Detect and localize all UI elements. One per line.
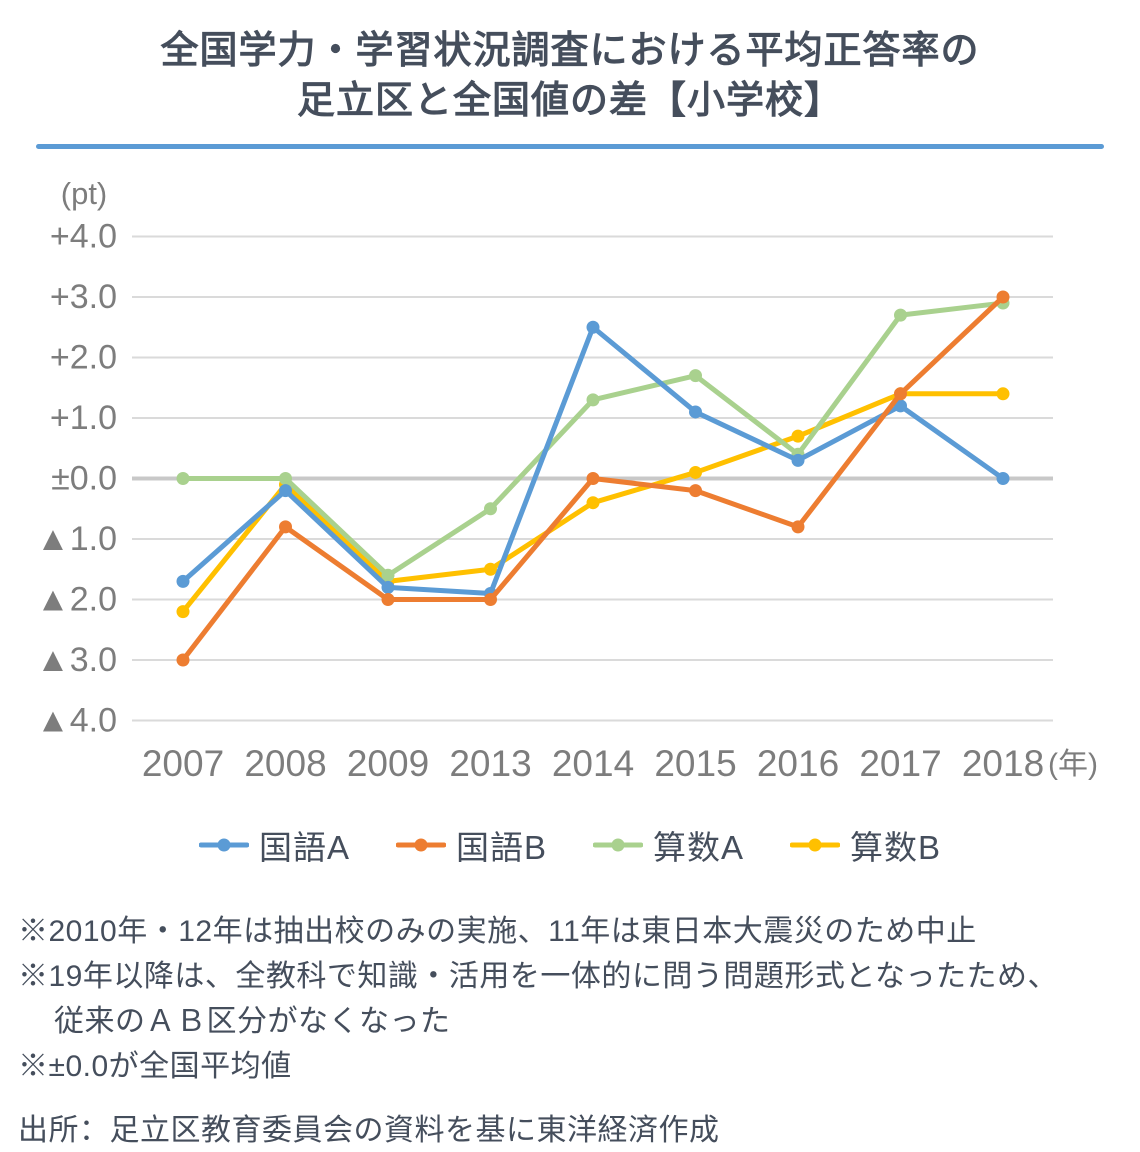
chart-title: 全国学力・学習状況調査における平均正答率の 足立区と全国値の差【小学校】: [0, 0, 1140, 126]
legend-item-国語A: 国語A: [198, 821, 350, 869]
data-point-算数A: [586, 393, 600, 407]
y-tick-label: +3.0: [50, 278, 117, 316]
data-point-算数B: [176, 605, 190, 619]
data-point-国語A: [176, 575, 190, 589]
y-tick-label: +1.0: [50, 399, 117, 437]
data-point-国語B: [689, 484, 702, 498]
data-point-国語B: [586, 472, 600, 486]
data-point-国語B: [484, 593, 497, 607]
footnote-format-change-continuation: 従来のＡＢ区分がなくなった: [54, 1005, 451, 1039]
legend-marker-icon: [198, 838, 249, 852]
data-point-算数B: [586, 496, 600, 510]
data-point-算数B: [996, 387, 1010, 401]
x-tick-label: 2015: [654, 743, 736, 784]
footnote-survey-years: ※2010年・12年は抽出校のみの実施、11年は東日本大震災のため中止: [18, 915, 977, 949]
x-tick-label: 2009: [347, 743, 429, 784]
data-point-算数A: [381, 569, 395, 583]
data-point-国語A: [689, 405, 702, 419]
legend-label: 国語B: [455, 829, 547, 867]
data-point-国語B: [176, 653, 190, 667]
x-tick-label: 2018: [962, 743, 1044, 784]
y-tick-label: +4.0: [50, 218, 117, 256]
x-tick-label: 2007: [142, 743, 224, 784]
data-point-国語B: [279, 520, 292, 534]
data-point-国語A: [894, 399, 907, 413]
title-divider-rule: [36, 144, 1104, 150]
series-line-国語A: [180, 325, 1006, 597]
x-tick-label: 2016: [757, 743, 839, 784]
x-tick-label: 2014: [552, 743, 634, 784]
data-point-算数B: [689, 466, 702, 480]
chart-legend: 国語A 国語B 算数A 算数B: [0, 821, 1140, 869]
footnote-format-change: ※19年以降は、全教科で知識・活用を一体的に問う問題形式となったため、: [18, 960, 1058, 994]
x-tick-label: 2017: [859, 743, 941, 784]
y-tick-label: ▲1.0: [36, 520, 117, 558]
x-axis-unit-label: (年): [1048, 748, 1098, 781]
chart-title-line1: 全国学力・学習状況調査における平均正答率の: [160, 30, 980, 72]
legend-label: 算数B: [850, 829, 942, 867]
data-point-国語B: [381, 593, 395, 607]
legend-item-算数B: 算数B: [790, 821, 941, 869]
data-point-国語B: [894, 387, 907, 401]
x-tick-label: 2008: [244, 743, 326, 784]
y-tick-label: ▲2.0: [36, 581, 117, 619]
chart-title-line2: 足立区と全国値の差【小学校】: [296, 80, 843, 123]
legend-label: 国語A: [258, 829, 350, 867]
x-tick-label: 2013: [449, 743, 531, 784]
footnote-zero-baseline: ※±0.0が全国平均値: [18, 1050, 292, 1084]
data-point-国語A: [791, 454, 805, 468]
legend-item-算数A: 算数A: [593, 821, 744, 869]
y-tick-label: ▲4.0: [36, 702, 117, 740]
legend-item-国語B: 国語B: [395, 821, 547, 869]
y-tick-label: ±0.0: [51, 460, 117, 498]
data-point-算数B: [484, 563, 497, 577]
series-line-算数A: [180, 300, 1006, 579]
data-point-国語B: [996, 290, 1010, 304]
y-axis-unit-label: (pt): [61, 176, 108, 211]
data-point-国語A: [996, 472, 1010, 486]
legend-marker-icon: [790, 838, 841, 852]
data-point-算数A: [176, 472, 190, 486]
legend-label: 算数A: [653, 829, 745, 867]
data-point-国語A: [279, 484, 292, 498]
data-point-国語A: [586, 321, 600, 335]
legend-marker-icon: [395, 838, 446, 852]
data-point-国語B: [791, 520, 805, 534]
data-point-国語A: [381, 581, 395, 595]
data-point-算数A: [894, 308, 907, 322]
data-point-算数A: [279, 472, 292, 486]
y-tick-label: +2.0: [50, 339, 117, 377]
line-chart: +4.0 +3.0 +2.0 +1.0 ±0.0 ▲1.0 ▲2.0 ▲3.0 ▲4.0 (pt)…: [36, 176, 1098, 784]
legend-marker-icon: [593, 838, 643, 852]
source-attribution: 出所：足立区教育委員会の資料を基に東洋経済作成: [18, 1114, 720, 1148]
data-point-算数A: [689, 369, 702, 383]
data-point-算数B: [791, 429, 805, 443]
y-tick-label: ▲3.0: [36, 641, 117, 679]
data-point-算数A: [484, 502, 497, 516]
footnotes: ※2010年・12年は抽出校のみの実施、11年は東日本大震災のため中止 ※19年…: [18, 909, 1120, 1089]
